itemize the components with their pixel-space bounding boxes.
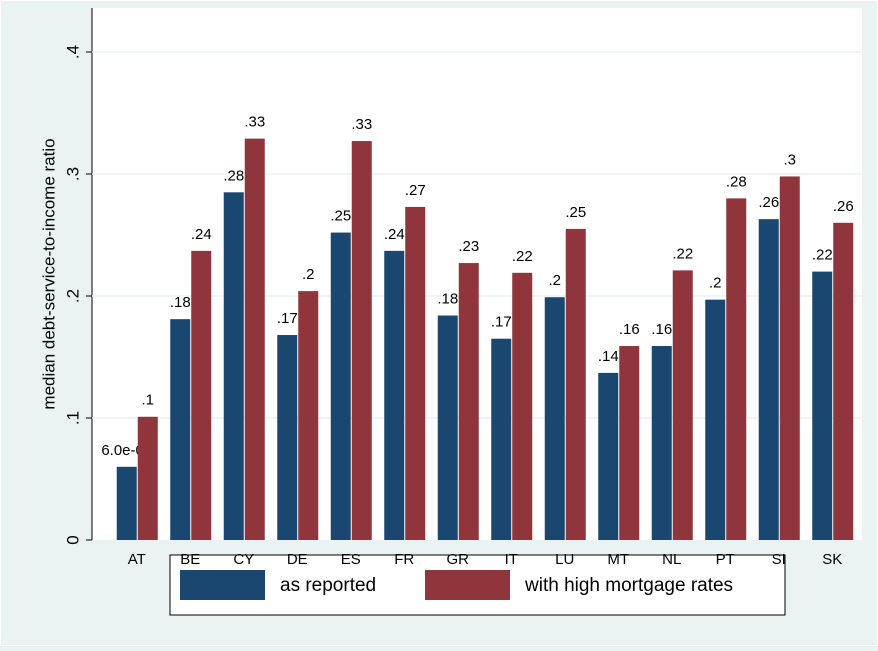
- bar: [116, 466, 137, 540]
- y-axis-title: median debt-service-to-income ratio: [39, 138, 58, 409]
- x-tick-label: GR: [447, 551, 470, 568]
- bar: [779, 176, 800, 540]
- bar: [330, 232, 351, 540]
- bar: [191, 250, 212, 541]
- value-label: .3: [783, 151, 796, 168]
- value-label: .2: [302, 266, 315, 283]
- value-label: .27: [405, 182, 426, 199]
- bar: [512, 272, 533, 540]
- bar: [833, 222, 854, 541]
- legend-swatch: [180, 570, 265, 600]
- value-label: .16: [619, 321, 640, 338]
- x-tick-label: ES: [341, 551, 361, 568]
- legend-label: as reported: [280, 575, 376, 596]
- bar: [491, 338, 512, 540]
- bar: [458, 263, 479, 540]
- x-tick-label: PT: [716, 551, 735, 568]
- y-tick-label: .3: [63, 167, 82, 181]
- value-label: .24: [384, 226, 405, 243]
- bar: [705, 299, 726, 540]
- bar: [598, 372, 619, 540]
- value-label: .25: [565, 204, 586, 221]
- y-tick-label: .2: [63, 289, 82, 303]
- bar: [384, 250, 405, 541]
- value-label: .17: [277, 310, 298, 327]
- value-label: .17: [491, 314, 512, 331]
- bar: [651, 346, 672, 540]
- bar: [137, 416, 158, 540]
- x-tick-label: IT: [505, 551, 518, 568]
- value-label: .22: [512, 248, 533, 265]
- bar: [758, 219, 779, 540]
- value-label: .22: [812, 247, 833, 264]
- x-tick-label: SI: [772, 551, 786, 568]
- value-label: .25: [330, 208, 351, 225]
- bar: [244, 138, 265, 540]
- value-label: .2: [709, 275, 722, 292]
- bar: [812, 271, 833, 540]
- x-tick-label: SK: [822, 551, 842, 568]
- y-tick-label: 0: [63, 535, 82, 544]
- bar: [170, 319, 191, 540]
- x-tick-label: MT: [607, 551, 629, 568]
- legend-swatch: [425, 570, 510, 600]
- x-tick-label: AT: [128, 551, 146, 568]
- x-tick-label: CY: [233, 551, 254, 568]
- value-label: .18: [170, 294, 191, 311]
- value-label: .28: [223, 167, 244, 184]
- y-tick-label: .1: [63, 411, 82, 425]
- value-label: .28: [726, 173, 747, 190]
- value-label: .16: [651, 321, 672, 338]
- value-label: .22: [672, 245, 693, 262]
- bar: [437, 315, 458, 540]
- bar: [298, 291, 319, 540]
- x-tick-label: LU: [555, 551, 574, 568]
- x-tick-label: FR: [394, 551, 414, 568]
- value-label: .33: [351, 116, 372, 133]
- value-label: .33: [244, 114, 265, 131]
- bar: [405, 206, 426, 540]
- bar: [565, 228, 586, 540]
- bar: [672, 270, 693, 540]
- value-label: .23: [458, 238, 479, 255]
- value-label: .24: [191, 226, 212, 243]
- x-tick-label: NL: [662, 551, 681, 568]
- x-tick-label: DE: [287, 551, 308, 568]
- y-tick-label: .4: [63, 45, 82, 59]
- value-label: .14: [598, 348, 619, 365]
- x-tick-label: BE: [180, 551, 200, 568]
- bar: [223, 192, 244, 541]
- bar: [619, 346, 640, 540]
- bar: [277, 335, 298, 540]
- value-label: .18: [437, 290, 458, 307]
- bar: [351, 141, 372, 540]
- legend-label: with high mortgage rates: [524, 575, 733, 596]
- bar: [726, 198, 747, 540]
- bar: [544, 297, 565, 540]
- value-label: .26: [833, 198, 854, 215]
- value-label: .1: [141, 392, 154, 409]
- value-label: .2: [548, 272, 561, 289]
- value-label: .26: [758, 194, 779, 211]
